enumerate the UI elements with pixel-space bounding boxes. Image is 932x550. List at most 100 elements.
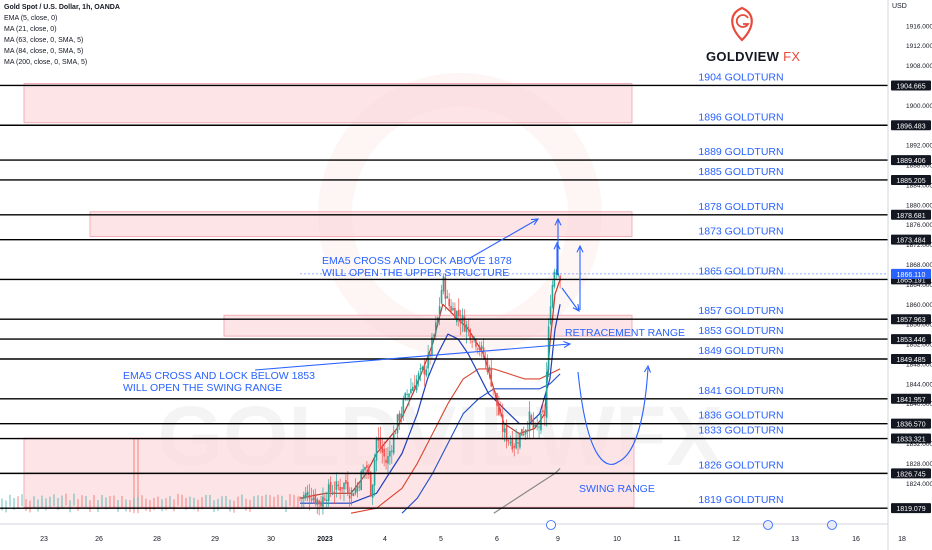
candle-body (448, 298, 450, 307)
y-tick-1888: 1888.000 (906, 163, 932, 170)
x-tick-2023: 2023 (317, 536, 333, 543)
upper-annotation-1: EMA5 CROSS AND LOCK ABOVE 1878 (322, 255, 512, 267)
level-label-1904: 1904 GOLDTURN (698, 71, 783, 83)
candle-body (465, 324, 468, 333)
level-label-1889: 1889 GOLDTURN (698, 146, 783, 158)
candle-body (345, 480, 347, 485)
candle-body (322, 496, 324, 507)
candle-body (528, 411, 531, 432)
level-price-tag-1836 (891, 418, 931, 429)
candle-body (507, 440, 510, 442)
level-price-1841: 1841.957 (896, 397, 925, 404)
y-axis[interactable]: 1916.000 1912.000 1908.000 1900.000 1892.000… (887, 0, 932, 550)
candle-body (417, 373, 420, 380)
candle-body (496, 392, 498, 407)
candle-body (444, 277, 447, 300)
us-flag-icon (827, 520, 837, 530)
candle-body (406, 394, 408, 395)
x-tick-4: 4 (383, 536, 387, 543)
candle-body (513, 446, 515, 448)
indicator-ma21[interactable]: MA (21, close, 0) (4, 26, 57, 33)
candle-body (488, 367, 491, 371)
candle-body (392, 433, 395, 454)
indicator-ma63[interactable]: MA (63, close, 0, SMA, 5) (4, 37, 84, 44)
level-label-1841: 1841 GOLDTURN (698, 385, 783, 397)
candle-body (387, 456, 389, 464)
x-tick-29: 29 (211, 536, 219, 543)
candle-body (314, 494, 317, 504)
candle-body (480, 345, 483, 349)
brand-suffix: FX (783, 49, 801, 64)
candle-body (331, 493, 334, 495)
event-icon (546, 520, 556, 530)
indicator-ma200[interactable]: MA (200, close, 0, SMA, 5) (4, 59, 88, 66)
y-tick-1868: 1868.000 (906, 262, 932, 269)
candle-body (423, 364, 426, 375)
x-tick-13: 13 (791, 536, 799, 543)
candle-body (517, 442, 519, 444)
lower-annotation-1: EMA5 CROSS AND LOCK BELOW 1853 (123, 370, 315, 382)
upper-arrow-line (469, 218, 539, 259)
candle-body (551, 284, 554, 308)
candle-body (316, 499, 319, 505)
level-label-1833: 1833 GOLDTURN (698, 425, 783, 437)
swing-path-line (577, 367, 649, 465)
candle-body (306, 491, 309, 496)
candle-body (545, 371, 548, 418)
candle-body (452, 307, 454, 311)
level-price-tag-1873 (891, 234, 931, 245)
y-tick-1872: 1872.000 (906, 242, 932, 249)
candle-body (301, 498, 303, 500)
candle-body (339, 486, 341, 491)
y-tick-1832: 1832.000 (906, 441, 932, 448)
level-price-tag-1849 (891, 353, 931, 364)
y-tick-1884: 1884.000 (906, 182, 932, 189)
y-tick-1860: 1860.000 (906, 302, 932, 309)
up-arrow-1-head (554, 217, 562, 226)
x-tick-16: 16 (852, 536, 860, 543)
indicator-ema5[interactable]: EMA (5, close, 0) (4, 15, 58, 22)
candle-body (308, 495, 311, 499)
candle-body (385, 459, 387, 463)
candle-body (482, 347, 485, 358)
candle-body (362, 469, 364, 475)
candle-body (542, 410, 544, 413)
candle-body (463, 316, 466, 332)
candle-body (521, 428, 523, 436)
candle-body (410, 388, 412, 394)
candle-body (461, 315, 464, 322)
level-label-1878: 1878 GOLDTURN (698, 201, 783, 213)
small-up-arrow-head (553, 241, 561, 250)
level-price-1836: 1836.570 (896, 422, 925, 429)
candle-body (532, 419, 535, 430)
x-tick-18: 18 (898, 536, 906, 543)
candle-body (486, 359, 489, 373)
level-label-1853: 1853 GOLDTURN (698, 325, 783, 337)
candle-body (475, 339, 477, 347)
level-label-1849: 1849 GOLDTURN (698, 345, 783, 357)
level-price-tag-1853 (891, 334, 931, 345)
candle-body (530, 415, 533, 422)
candle-body (526, 429, 529, 431)
candle-body (500, 412, 502, 414)
level-price-1853: 1853.446 (896, 337, 925, 344)
candle-body (440, 290, 443, 304)
ma200-line (493, 467, 561, 514)
candle-body (356, 485, 359, 492)
candle-body (425, 369, 428, 376)
candle-body (303, 494, 305, 499)
indicator-ma84[interactable]: MA (84, close, 0, SMA, 5) (4, 48, 84, 55)
x-axis[interactable]: 23 26 28 29 30 2023 4 5 6 9 10 11 12 13 16 18 (0, 520, 906, 544)
candle-body (509, 441, 512, 444)
ma63-line (350, 368, 561, 514)
candle-body (524, 430, 527, 435)
candle-body (318, 500, 320, 505)
candles (1, 265, 561, 516)
level-price-tag-1896 (891, 120, 931, 131)
candle-body (304, 492, 307, 499)
level-label-1836: 1836 GOLDTURN (698, 410, 783, 422)
candle-body (456, 311, 458, 323)
levels: 1904 GOLDTURN 1904.665 1896 GOLDTURN 1896.4… (0, 71, 931, 514)
y-tick-1900: 1900.000 (906, 103, 932, 110)
